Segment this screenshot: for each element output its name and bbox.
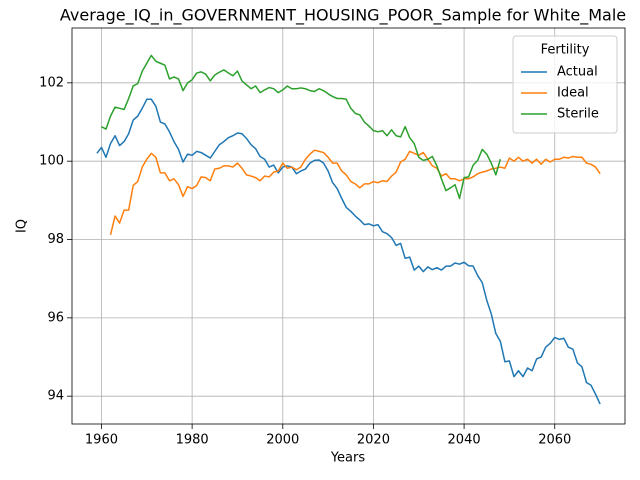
legend-label: Ideal <box>557 86 589 101</box>
legend-label: Actual <box>557 65 598 80</box>
y-tick-label: 98 <box>47 232 64 247</box>
plot-frame <box>71 27 626 425</box>
x-tick-label: 2000 <box>266 433 299 448</box>
x-axis-label: Years <box>330 451 366 466</box>
x-tick-label: 2060 <box>538 433 571 448</box>
y-tick-label: 94 <box>47 389 64 404</box>
data-line <box>101 54 502 200</box>
x-tick-label: 2020 <box>357 433 390 448</box>
x-tick-label: 1980 <box>176 433 209 448</box>
legend-label: Sterile <box>557 107 599 122</box>
data-line <box>96 98 601 405</box>
legend-title: Fertility <box>541 43 590 58</box>
y-tick-label: 102 <box>39 75 64 90</box>
chart-title: Average_IQ_in_GOVERNMENT_HOUSING_POOR_Sa… <box>60 6 626 26</box>
y-tick-label: 96 <box>47 310 64 325</box>
x-tick-label: 1960 <box>85 433 118 448</box>
data-line <box>109 149 601 235</box>
y-tick-label: 100 <box>39 154 64 169</box>
legend-box <box>512 35 618 134</box>
y-axis-label: IQ <box>15 219 30 233</box>
x-tick-label: 2040 <box>448 433 481 448</box>
